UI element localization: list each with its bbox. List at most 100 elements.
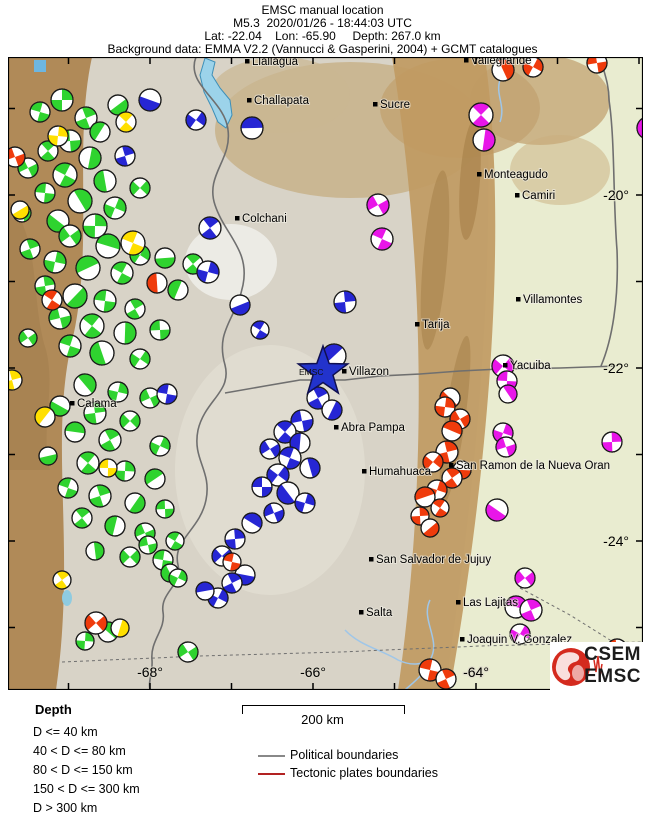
depth-legend-item: 80 < D <= 150 km [33,763,133,777]
beachball-blue [259,438,281,460]
beachball-yellow [47,125,69,147]
city-label: Calama [77,398,117,410]
map-frame [8,57,643,690]
city-label: San Salvador de Jujuy [376,554,491,566]
beachball-green [154,247,176,269]
beachball-green [129,244,151,266]
beachball-blue [198,216,222,240]
beachball-yellow [115,111,137,133]
beachball-red [420,518,440,538]
beachball-green [76,451,100,475]
beachball-green [89,340,115,366]
city-marker [369,557,374,562]
city-marker [342,369,347,374]
beachball-yellow [98,458,118,478]
latitude-label: -22° [603,360,629,376]
city-label: Villazon [349,366,389,378]
city-marker [373,102,378,107]
city-marker [449,463,454,468]
city-marker [334,425,339,430]
beachball-blue [263,502,285,524]
header-magnitude-time: M5.3 2020/01/26 - 18:44:03 UTC [233,16,412,30]
beachball-green [110,261,134,285]
beachball-green [62,283,88,309]
event-star [296,343,350,395]
beachball-red [418,658,442,682]
beachball-green [38,446,58,466]
beachball-yellow [120,230,146,256]
city-marker [359,610,364,615]
beachball-green [79,313,105,339]
city-marker [516,297,521,302]
beachball-green [119,410,141,432]
beachball-green [58,224,82,248]
city-label: Joaquin V. Gonzalez [467,634,572,646]
city-label: Humahuaca [369,466,432,478]
city-label: Salta [366,607,393,619]
city-marker [362,469,367,474]
event-label: EMSC [299,367,324,377]
tectonic-boundary-swatch [258,773,285,775]
lat-value: Lat: -22.04 [204,29,262,43]
beachball-magenta [468,102,494,128]
beachball-green [129,348,151,370]
beachball-green [75,255,101,281]
beachball-green [58,334,82,358]
city-label: Yacuiba [510,360,551,372]
beachball-green [89,121,111,143]
beachball-blue [251,476,273,498]
city-labels-layer: Llallagua Challapata Sucre Vallegrande Monte… [70,57,611,647]
beachball-green [155,499,175,519]
city-marker [503,363,508,368]
depth-legend-item: 40 < D <= 80 km [33,744,126,758]
beachball-green [103,196,127,220]
beachball-green [167,279,189,301]
beachball-red [146,272,168,294]
logo-text-emsc: EMSC [584,666,641,687]
beachball-magenta [370,227,394,251]
beachball-blue [299,457,321,479]
small-lake [62,590,72,606]
tectonic-boundary-label: Tectonic plates boundaries [290,766,439,780]
city-marker [515,193,520,198]
beachball-blue [321,399,343,421]
header-title: EMSC manual location [261,3,384,17]
city-marker [456,600,461,605]
depth-legend-item: D > 300 km [33,801,98,815]
city-label: Sucre [380,99,410,111]
city-label: Villamontes [523,294,582,306]
beachball-green [149,435,171,457]
depth-value: Depth: 267.0 km [352,29,441,43]
beachball-yellow [110,618,130,638]
scale-bar-label: 200 km [301,712,344,727]
beachball-blue [250,320,270,340]
small-lake [34,60,46,72]
beachball-green [73,373,97,397]
logo-globe-icon [552,648,603,686]
beachball-red [441,420,463,442]
beachball-blue [333,290,357,314]
beachball-green [98,428,122,452]
city-marker [245,59,250,64]
beachball-blue [156,383,178,405]
beachball-green [95,233,121,259]
degree-labels-layer: -20° -22° -24° -68° -66° -64° [136,186,630,682]
beachball-green [144,468,166,490]
city-label: Las Lajitas [463,597,518,609]
city-label: Vallegrande [471,57,532,67]
beachball-green [18,328,38,348]
beachball-green [129,177,151,199]
city-label: Monteagudo [484,169,548,181]
beachball-green [168,568,188,588]
beachball-red [414,486,436,508]
beachball-green [93,169,117,193]
beachball-magenta [519,598,543,622]
beachball-green [124,298,146,320]
depth-legend-item: 150 < D <= 300 km [33,782,140,796]
beachball-magenta [366,193,390,217]
beachball-magenta [485,498,509,522]
beachball-green [119,546,141,568]
header-coordinates: Lat: -22.04 Lon: -65.90 Depth: 267.0 km [0,29,645,43]
political-boundary-swatch [258,755,285,757]
beachball-blue [138,88,162,112]
